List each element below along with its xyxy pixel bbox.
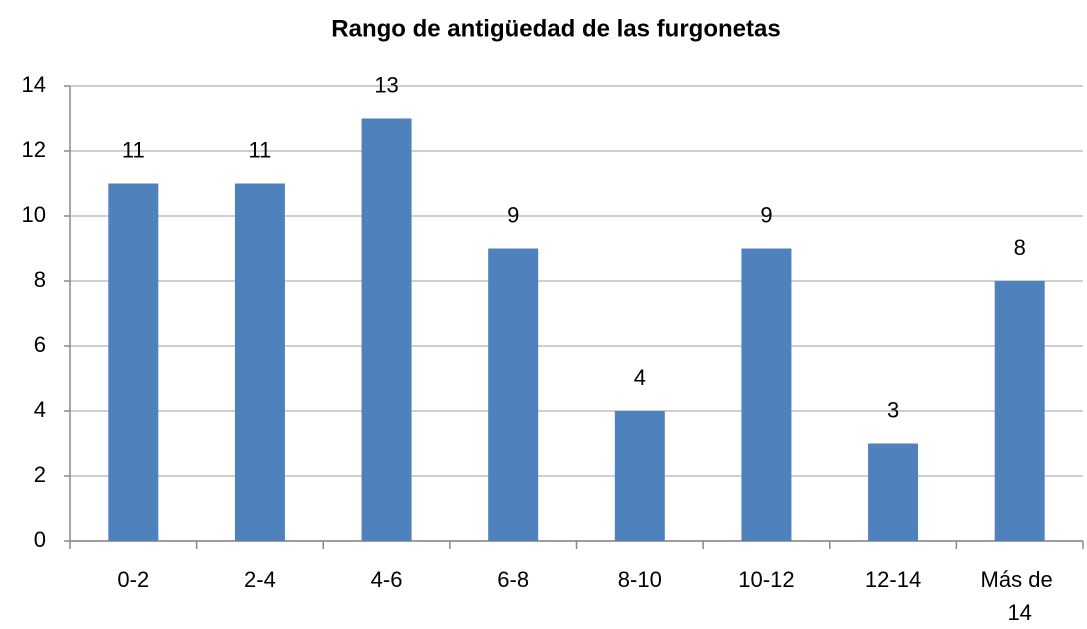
x-tick-label: Más de 14: [981, 567, 1059, 625]
x-tick-label: 4-6: [371, 567, 403, 592]
data-label: 13: [374, 72, 398, 97]
data-label: 4: [634, 365, 646, 390]
data-label: 3: [887, 397, 899, 422]
bar: [614, 411, 665, 541]
y-tick-label: 12: [22, 137, 46, 162]
x-tick-label: 8-10: [618, 567, 662, 592]
data-label: 9: [507, 202, 519, 227]
bar: [108, 183, 159, 541]
y-tick-label: 4: [34, 397, 46, 422]
bar: [234, 183, 285, 541]
x-tick-label: 10-12: [738, 567, 794, 592]
y-tick-label: 8: [34, 267, 46, 292]
y-tick-label: 2: [34, 462, 46, 487]
data-label: 11: [122, 137, 145, 162]
bar: [741, 248, 792, 541]
x-tick-label: 2-4: [244, 567, 276, 592]
chart-title: Rango de antigüedad de las furgonetas: [331, 15, 780, 42]
data-label: 9: [760, 202, 772, 227]
data-label: 8: [1014, 235, 1026, 260]
y-tick-label: 0: [34, 527, 46, 552]
x-tick-label: 12-14: [865, 567, 921, 592]
x-tick-label: 0-2: [117, 567, 149, 592]
bar: [868, 443, 919, 541]
bar: [361, 118, 412, 541]
bar: [994, 281, 1045, 541]
data-label: 11: [249, 137, 272, 162]
bar: [488, 248, 539, 541]
y-tick-label: 14: [22, 72, 46, 97]
y-tick-label: 10: [22, 202, 46, 227]
y-tick-label: 6: [34, 332, 46, 357]
x-tick-label: 6-8: [497, 567, 529, 592]
